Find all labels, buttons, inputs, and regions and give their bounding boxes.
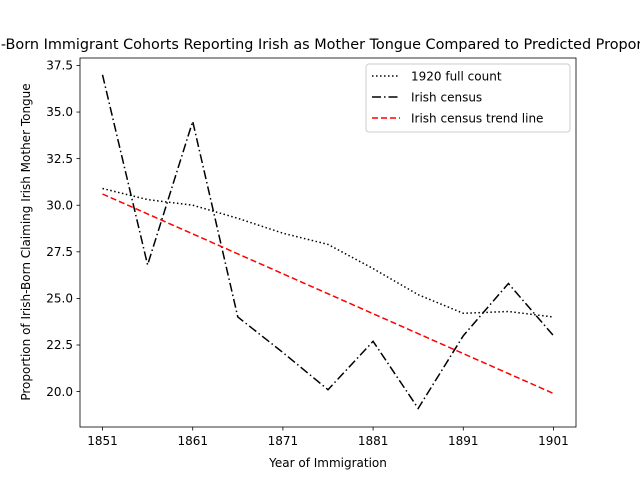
y-tick-label: 37.5 [46,59,73,73]
y-tick-label: 30.0 [46,198,73,212]
legend-label: Irish census trend line [411,111,543,125]
series-line-0 [102,187,554,318]
plot-area: 1851 1861 1871 1881 1891 1901 20.0 22.5 25.0 27.5… [46,57,577,448]
y-tick-label: 35.0 [46,105,73,119]
y-tick-label: 25.0 [46,292,73,306]
x-tick-label: 1871 [268,434,299,448]
x-tick-label: 1851 [87,434,118,448]
y-tick-label: 20.0 [46,385,73,399]
series-line-2 [102,193,554,395]
legend-box [365,63,571,133]
y-tick-label: 27.5 [46,245,73,259]
chart-title: Irish-Born Immigrant Cohorts Reporting I… [0,37,640,53]
y-axis-label: Proportion of Irish-Born Claiming Irish … [19,83,33,400]
y-tick-label: 32.5 [46,152,73,166]
x-tick-label: 1861 [177,434,208,448]
axes-frame [79,57,577,428]
x-axis-label: Year of Immigration [268,456,387,470]
x-tick-label: 1891 [448,434,479,448]
legend-label: Irish census [411,90,482,104]
x-tick-label: 1901 [538,434,569,448]
series-line-1 [101,74,555,410]
legend: 1920 full count Irish census Irish census … [365,63,571,133]
y-tick-label: 22.5 [46,338,73,352]
legend-label: 1920 full count [411,69,502,83]
x-tick-label: 1881 [358,434,389,448]
